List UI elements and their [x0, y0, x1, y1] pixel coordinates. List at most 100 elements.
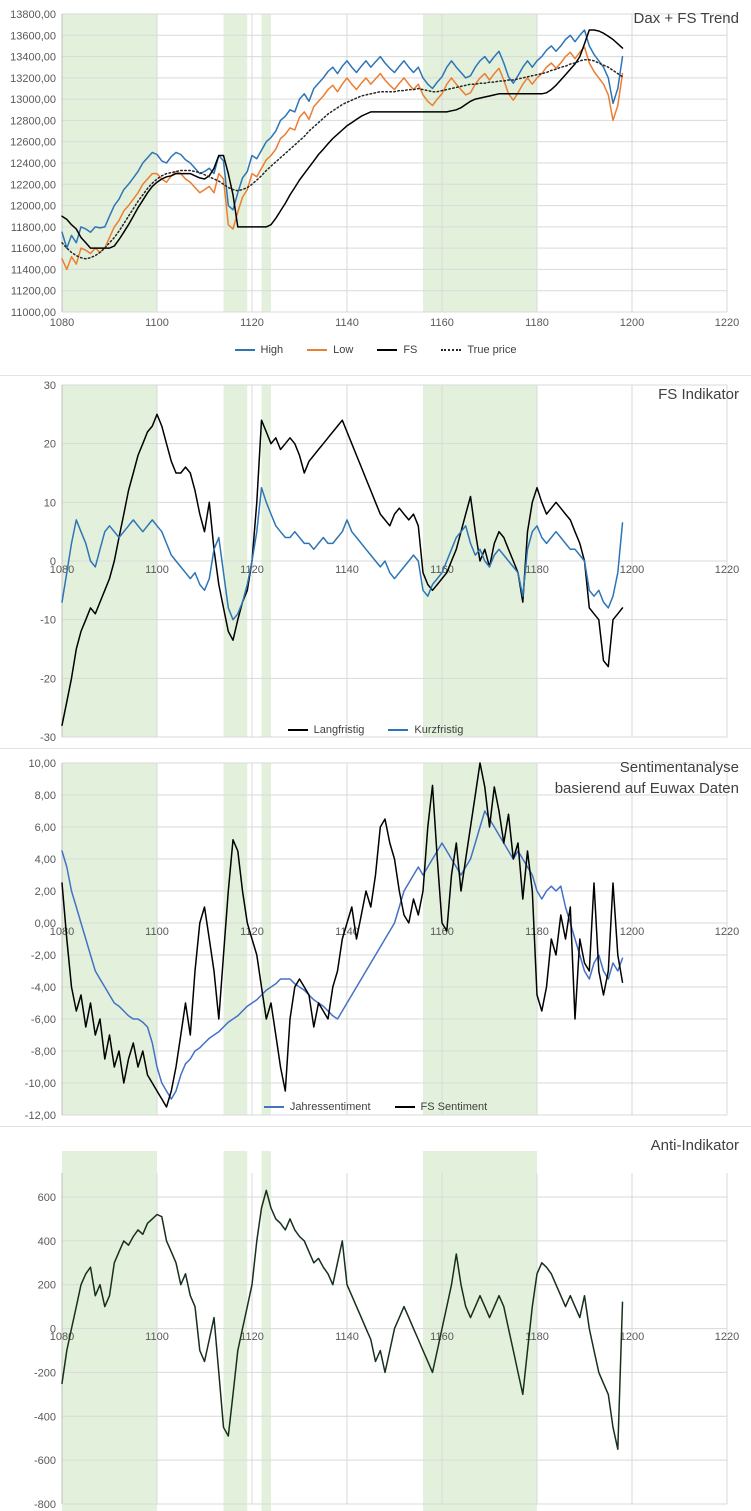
svg-text:600: 600 — [38, 1192, 56, 1204]
svg-text:12400,00: 12400,00 — [10, 158, 56, 170]
svg-text:1120: 1120 — [240, 926, 264, 938]
svg-text:0,00: 0,00 — [35, 918, 56, 930]
sentimentanalyse-chart-canvas: -12,00 -10,00 -8,00 -6,00 -4,00 -2,00 0,00 2,00… — [25, 758, 739, 1122]
legend-line-swatch — [394, 1106, 415, 1108]
svg-text:2,00: 2,00 — [35, 886, 56, 898]
svg-text:-12,00: -12,00 — [25, 1110, 56, 1122]
svg-text:1220: 1220 — [715, 564, 739, 576]
legend-line-swatch — [287, 729, 308, 731]
legend-line-swatch — [307, 349, 328, 351]
legend-line-swatch — [234, 349, 255, 351]
dax-fs-trend-chart-canvas: 11000,00 11200,00 11400,00 11600,00 11800,00… — [10, 9, 739, 329]
legend-item-jahressentiment: Jahressentiment — [263, 1101, 371, 1113]
legend-line-swatch — [377, 349, 398, 351]
legend-item-kurzfristig: Kurzfristig — [388, 724, 463, 736]
svg-text:1140: 1140 — [335, 564, 359, 576]
svg-text:1220: 1220 — [715, 1331, 739, 1343]
legend-label: True price — [467, 344, 517, 356]
svg-text:1180: 1180 — [525, 564, 549, 576]
svg-text:0: 0 — [50, 1324, 56, 1336]
svg-text:1100: 1100 — [145, 564, 169, 576]
svg-text:1140: 1140 — [335, 926, 359, 938]
chart-panel-anti-indikator[interactable]: -800 -600 -400 -200 0 200 400 600 1080 1100 1120 11… — [0, 1127, 751, 1511]
chart-title-sentimentanalyse-line1: Sentimentanalyse — [619, 759, 739, 776]
svg-text:11400,00: 11400,00 — [11, 264, 56, 276]
legend-label: Kurzfristig — [414, 724, 464, 736]
svg-text:1200: 1200 — [620, 317, 644, 329]
legend-line-swatch — [263, 1106, 284, 1108]
legend-label: Jahressentiment — [289, 1101, 371, 1113]
chart-title-dax-fs-trend: Dax + FS Trend — [633, 10, 739, 27]
svg-text:8,00: 8,00 — [35, 790, 56, 802]
svg-text:400: 400 — [38, 1236, 56, 1248]
legend-label: Low — [333, 344, 354, 356]
legend-label: FS — [403, 344, 418, 356]
svg-text:1160: 1160 — [430, 926, 454, 938]
svg-text:-200: -200 — [34, 1367, 56, 1379]
svg-text:1160: 1160 — [430, 1331, 454, 1343]
legend-item-fs-sentiment: FS Sentiment — [394, 1101, 488, 1113]
svg-text:11800,00: 11800,00 — [11, 222, 56, 234]
svg-text:11000,00: 11000,00 — [11, 307, 56, 319]
svg-text:-8,00: -8,00 — [31, 1046, 56, 1058]
svg-text:-400: -400 — [34, 1411, 56, 1423]
svg-text:1120: 1120 — [240, 1331, 264, 1343]
svg-text:1200: 1200 — [620, 1331, 644, 1343]
legend-fs-indikator: Langfristig Kurzfristig — [0, 724, 751, 736]
svg-text:-2,00: -2,00 — [31, 950, 56, 962]
chart-panel-sentimentanalyse[interactable]: -12,00 -10,00 -8,00 -6,00 -4,00 -2,00 0,00 2,00… — [0, 749, 751, 1127]
svg-text:-20: -20 — [40, 673, 56, 685]
svg-text:10: 10 — [44, 497, 56, 509]
legend-line-swatch — [388, 729, 409, 731]
svg-text:4,00: 4,00 — [35, 854, 56, 866]
svg-text:13400,00: 13400,00 — [10, 52, 56, 64]
svg-text:200: 200 — [38, 1280, 56, 1292]
svg-text:-30: -30 — [40, 732, 56, 744]
svg-text:12200,00: 12200,00 — [10, 179, 56, 191]
svg-text:-10,00: -10,00 — [25, 1078, 56, 1090]
svg-text:-6,00: -6,00 — [31, 1014, 56, 1026]
svg-text:30: 30 — [44, 380, 56, 392]
svg-text:1160: 1160 — [430, 317, 454, 329]
legend-line-swatch — [441, 349, 462, 351]
legend-dax-fs-trend: High Low FS True price — [0, 344, 751, 356]
chart-panel-dax-fs-trend[interactable]: 11000,00 11200,00 11400,00 11600,00 11800,00… — [0, 0, 751, 376]
chart-title-sentimentanalyse: Sentimentanalyse basierend auf Euwax Dat… — [555, 757, 739, 799]
legend-item-true-price: True price — [441, 344, 516, 356]
legend-label: FS Sentiment — [420, 1101, 488, 1113]
svg-text:1220: 1220 — [715, 926, 739, 938]
svg-text:0: 0 — [50, 556, 56, 568]
svg-text:1200: 1200 — [620, 564, 644, 576]
svg-text:1180: 1180 — [525, 317, 549, 329]
legend-label: Langfristig — [313, 724, 365, 736]
svg-text:11600,00: 11600,00 — [11, 243, 56, 255]
svg-text:13800,00: 13800,00 — [10, 9, 56, 21]
svg-text:1220: 1220 — [715, 317, 739, 329]
chart-title-sentimentanalyse-line2: basierend auf Euwax Daten — [554, 780, 739, 797]
svg-text:1100: 1100 — [145, 926, 169, 938]
svg-text:12000,00: 12000,00 — [10, 201, 56, 213]
svg-text:12600,00: 12600,00 — [10, 137, 56, 149]
legend-item-high: High — [234, 344, 283, 356]
chart-title-fs-indikator: FS Indikator — [658, 386, 739, 403]
svg-text:1140: 1140 — [335, 317, 359, 329]
svg-text:13600,00: 13600,00 — [10, 30, 56, 42]
svg-text:1100: 1100 — [145, 1331, 169, 1343]
svg-text:-4,00: -4,00 — [31, 982, 56, 994]
legend-item-langfristig: Langfristig — [287, 724, 365, 736]
svg-text:1140: 1140 — [335, 1331, 359, 1343]
svg-text:1180: 1180 — [525, 926, 549, 938]
svg-text:1080: 1080 — [50, 317, 74, 329]
svg-text:1120: 1120 — [240, 317, 264, 329]
chart-panel-fs-indikator[interactable]: -30 -20 -10 0 10 20 30 1080 1100 1120 1140 1160 1180… — [0, 376, 751, 749]
legend-item-fs: FS — [377, 344, 417, 356]
svg-text:1180: 1180 — [525, 1331, 549, 1343]
svg-text:1160: 1160 — [430, 564, 454, 576]
svg-text:-600: -600 — [34, 1455, 56, 1467]
svg-text:-800: -800 — [34, 1499, 56, 1511]
svg-text:13000,00: 13000,00 — [10, 94, 56, 106]
legend-item-low: Low — [307, 344, 353, 356]
svg-text:11200,00: 11200,00 — [11, 286, 56, 298]
